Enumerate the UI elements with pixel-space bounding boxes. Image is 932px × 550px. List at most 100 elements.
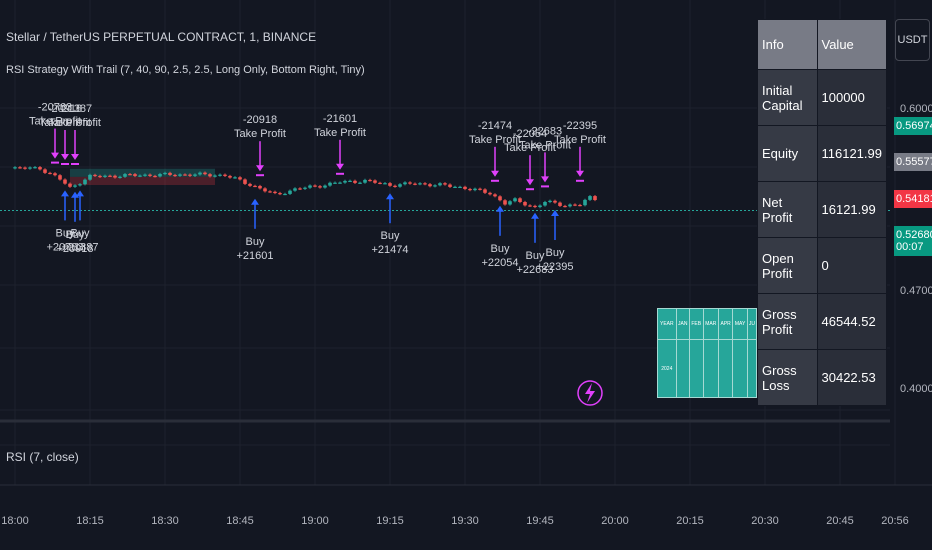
candle	[383, 183, 387, 185]
month-header: APR	[717, 308, 734, 340]
buy-arrowhead	[251, 198, 259, 205]
x-tick-label: 19:45	[526, 515, 554, 527]
candle	[493, 194, 497, 197]
take-profit-arrowhead	[336, 163, 344, 170]
take-profit-label: Take Profit	[519, 139, 571, 151]
buy-label: Buy	[526, 250, 545, 262]
candle	[463, 186, 467, 189]
candle	[243, 179, 247, 184]
month-cell	[732, 339, 748, 398]
take-profit-label: Take Profit	[504, 142, 556, 154]
candle	[198, 172, 202, 175]
buy-label: Buy	[381, 230, 400, 242]
candle	[78, 184, 82, 186]
candle	[283, 193, 287, 196]
countdown-label: 00:07	[896, 241, 924, 253]
stats-header-row: Info Value	[757, 19, 887, 70]
strategy-label[interactable]: RSI Strategy With Trail (7, 40, 90, 2.5,…	[6, 64, 365, 76]
rsi-pane-label[interactable]: RSI (7, close)	[6, 450, 79, 464]
take-profit-arrowhead	[576, 170, 584, 177]
candle	[553, 200, 557, 203]
candle	[138, 175, 142, 177]
candle	[518, 198, 522, 203]
x-tick-label: 19:00	[301, 515, 329, 527]
month-header: MAY	[732, 308, 748, 340]
month-cell	[746, 339, 758, 398]
candle	[303, 187, 307, 189]
x-tick-label: 18:45	[226, 515, 254, 527]
currency-button[interactable]: USDT	[895, 19, 930, 61]
candle	[458, 186, 462, 189]
stats-value: 46544.52	[816, 293, 887, 350]
x-tick-label: 20:30	[751, 515, 779, 527]
take-profit-arrowhead	[256, 165, 264, 172]
take-profit-label: Take Profit	[314, 127, 366, 139]
month-header: FEB	[688, 308, 704, 340]
candle	[113, 175, 117, 178]
candle	[228, 175, 232, 178]
take-profit-id-label: -22395	[563, 120, 597, 132]
take-profit-id-label: -20918	[48, 103, 82, 115]
stats-value: 100000	[816, 69, 887, 126]
candle	[233, 177, 237, 179]
candle	[133, 174, 137, 176]
month-cell	[717, 339, 734, 398]
candle	[498, 196, 502, 201]
candle	[433, 185, 437, 187]
candle	[398, 184, 402, 187]
take-profit-id-label: -21387	[58, 103, 92, 115]
position-profit-zone	[70, 168, 215, 177]
stats-value: 116121.99	[816, 125, 887, 182]
symbol-title[interactable]: Stellar / TetherUS PERPETUAL CONTRACT, 1…	[6, 30, 317, 44]
candle	[328, 182, 332, 186]
buy-id-label: +20918	[56, 243, 93, 255]
lightning-icon[interactable]	[577, 380, 603, 406]
buy-label: Buy	[71, 227, 90, 239]
month-year: 2024	[657, 339, 677, 398]
take-profit-arrowhead	[541, 176, 549, 183]
buy-id-label: +21601	[236, 250, 273, 262]
candle	[73, 185, 77, 187]
candle	[468, 188, 472, 191]
candle	[118, 176, 122, 178]
candle	[508, 201, 512, 205]
candle	[488, 192, 492, 195]
stats-header-info: Info	[757, 19, 818, 70]
candle	[158, 173, 162, 177]
take-profit-label: Take Profit	[39, 117, 91, 129]
candle	[258, 185, 262, 189]
take-profit-id-label: -20918	[243, 114, 277, 126]
candle	[213, 175, 217, 177]
take-profit-label: Take Profit	[469, 134, 521, 146]
candle	[183, 174, 187, 176]
month-cell	[675, 339, 690, 398]
candle	[168, 172, 172, 175]
candle	[428, 184, 432, 187]
price-label: 0.55577	[894, 153, 932, 171]
candle	[68, 183, 72, 187]
candle	[363, 179, 367, 183]
position-loss-zone	[70, 176, 215, 185]
candle	[323, 185, 327, 188]
candle	[583, 199, 587, 206]
candle	[528, 205, 532, 207]
candle	[343, 180, 347, 183]
candle	[43, 169, 47, 173]
candle	[153, 175, 157, 178]
take-profit-arrowhead	[491, 170, 499, 177]
candle	[388, 183, 392, 186]
month-header: MAR	[702, 308, 719, 340]
buy-label: Buy	[246, 236, 265, 248]
stats-label: Gross Profit	[757, 293, 818, 350]
candle	[268, 191, 272, 193]
buy-arrowhead	[551, 210, 559, 216]
candle	[478, 188, 482, 190]
candle	[573, 204, 577, 206]
candle	[103, 175, 107, 177]
take-profit-label: Take Profit	[234, 128, 286, 140]
candle	[453, 186, 457, 189]
candle	[538, 205, 542, 208]
